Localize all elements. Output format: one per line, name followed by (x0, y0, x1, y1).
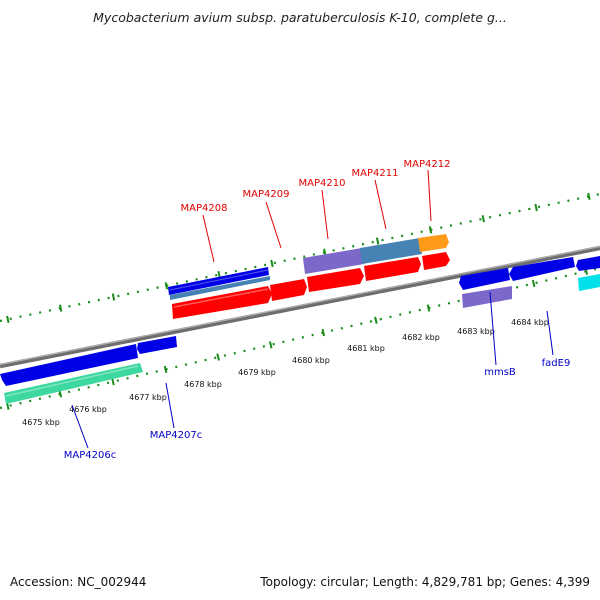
scale-label: 4679 kbp (238, 368, 276, 377)
gene-steel-thin[interactable] (170, 276, 270, 300)
lower-major-tick (111, 378, 115, 386)
lower-major-tick (268, 341, 273, 349)
lower-major-tick (374, 316, 378, 324)
lower-major-tick (216, 353, 220, 361)
gene-label-map4210[interactable]: MAP4210 (299, 178, 346, 189)
scale-label: 4683 kbp (457, 327, 495, 336)
gene-labels-below: MAP4206c MAP4207c mmsB fadE9 (64, 291, 571, 461)
scale-label: 4676 kbp (69, 405, 107, 414)
gene-label-map4206c[interactable]: MAP4206c (64, 450, 116, 461)
gene-label-mmsb[interactable]: mmsB (484, 367, 516, 378)
gene-label-map4209[interactable]: MAP4209 (243, 189, 290, 200)
lower-major-tick (6, 402, 10, 410)
gene-labels-above: MAP4208 MAP4209 MAP4210 MAP4211 MAP4212 (181, 159, 451, 263)
scale-label: 4682 kbp (402, 333, 440, 342)
gene-blue-r1[interactable] (459, 268, 510, 290)
gene-blue-left[interactable] (0, 344, 138, 386)
gene-blue-small[interactable] (137, 336, 177, 354)
scale-label: 4675 kbp (22, 418, 60, 427)
upper-major-tick (6, 315, 10, 323)
upper-major-tick (587, 192, 591, 200)
gene-red-5[interactable] (422, 252, 450, 270)
upper-major-tick (58, 304, 63, 312)
gene-red-1[interactable] (172, 286, 272, 319)
lower-major-tick (531, 279, 536, 288)
reverse-genes (0, 256, 600, 404)
scale-label: 4680 kbp (292, 356, 330, 365)
forward-genes (168, 234, 450, 319)
gene-teal[interactable] (4, 363, 143, 404)
gene-red-3[interactable] (307, 268, 364, 292)
genome-track (0, 192, 600, 410)
gene-label-map4211[interactable]: MAP4211 (352, 168, 399, 179)
gene-purple-r[interactable] (462, 286, 512, 308)
scale-label: 4684 kbp (511, 318, 549, 327)
lower-major-tick (426, 304, 431, 312)
upper-major-tick (375, 237, 380, 245)
gene-red-4[interactable] (364, 257, 421, 281)
upper-major-tick (481, 215, 485, 223)
gene-blue-r2[interactable] (509, 257, 575, 281)
gene-label-map4208[interactable]: MAP4208 (181, 203, 228, 214)
accession-text: Accession: NC_002944 (10, 575, 146, 589)
scale-label: 4681 kbp (347, 344, 385, 353)
scale-labels: 4675 kbp 4676 kbp 4677 kbp 4678 kbp 4679… (22, 318, 549, 427)
upper-major-ticks (6, 192, 591, 323)
gene-blue-long[interactable] (168, 267, 269, 295)
scale-label: 4678 kbp (184, 380, 222, 389)
backbone-highlight (0, 245, 600, 366)
lower-major-tick (321, 328, 326, 337)
gene-blue-r3[interactable] (576, 256, 600, 271)
gene-red-2[interactable] (270, 279, 307, 301)
gene-purple-top[interactable] (303, 248, 364, 274)
map-title: Mycobacterium avium subsp. paratuberculo… (93, 10, 507, 25)
gene-label-map4207c[interactable]: MAP4207c (150, 430, 202, 441)
gene-label-map4212[interactable]: MAP4212 (404, 159, 451, 170)
upper-major-tick (534, 203, 538, 212)
upper-major-tick (111, 293, 116, 301)
upper-major-tick (164, 282, 169, 290)
lower-major-tick (58, 390, 63, 398)
gene-cyan-r[interactable] (578, 274, 600, 291)
lower-major-tick (163, 365, 168, 374)
gene-orange-top[interactable] (418, 234, 449, 252)
upper-major-tick (428, 226, 433, 234)
upper-major-tick (270, 259, 274, 268)
scale-label: 4677 kbp (129, 393, 167, 402)
gene-label-fade9[interactable]: fadE9 (542, 358, 571, 369)
upper-tick-ring (0, 192, 600, 323)
gene-shading (5, 269, 269, 397)
genome-summary-text: Topology: circular; Length: 4,829,781 bp… (259, 575, 590, 589)
gene-steel-top[interactable] (360, 238, 422, 264)
backbone-line (0, 245, 600, 369)
